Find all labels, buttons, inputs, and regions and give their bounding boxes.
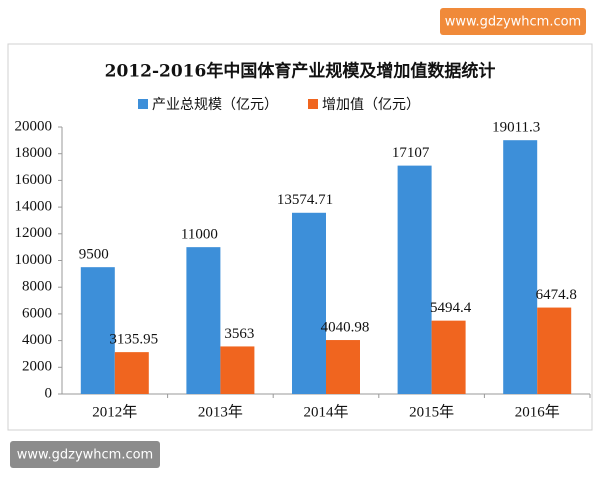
y-tick-label: 12000: [15, 225, 53, 241]
y-tick-label: 20000: [15, 118, 53, 134]
y-tick-label: 2000: [22, 359, 52, 375]
legend-swatch: [138, 99, 148, 109]
bar: [80, 267, 115, 394]
y-tick-label: 16000: [15, 172, 53, 188]
x-tick-label: 2016年: [515, 403, 560, 420]
bar: [292, 212, 326, 394]
y-tick-label: 6000: [22, 305, 52, 321]
legend-label: 产业总规模（亿元）: [152, 97, 278, 113]
bar: [537, 307, 572, 394]
data-label: 4040.98: [321, 319, 370, 335]
x-tick-label: 2013年: [198, 403, 243, 420]
watermark-box: [440, 8, 586, 35]
data-label: 3135.95: [109, 332, 158, 348]
data-label: 17107: [392, 145, 430, 161]
bar: [186, 247, 221, 394]
watermark: www.gdzywhcm.com: [17, 448, 153, 463]
data-label: 9500: [79, 247, 109, 263]
data-label: 11000: [181, 227, 218, 243]
y-tick-label: 18000: [15, 145, 53, 161]
legend-label: 增加值（亿元）: [322, 97, 420, 113]
data-label: 5494.4: [430, 300, 472, 316]
chart-title: 2012-2016年中国体育产业规模及增加值数据统计: [105, 61, 496, 82]
legend-swatch: [308, 99, 318, 109]
data-label: 6474.8: [536, 287, 577, 303]
y-tick-label: 10000: [15, 252, 53, 268]
y-tick-label: 14000: [15, 199, 53, 215]
data-label: 19011.3: [492, 120, 540, 136]
bar: [114, 352, 149, 394]
data-label: 3563: [224, 326, 254, 342]
data-label: 13574.71: [277, 192, 333, 208]
x-tick-label: 2014年: [303, 403, 348, 420]
x-tick-label: 2015年: [409, 403, 454, 420]
y-tick-label: 4000: [22, 332, 52, 348]
bar: [326, 340, 360, 394]
watermark-box: [10, 441, 160, 468]
watermark: www.gdzywhcm.com: [445, 15, 581, 30]
y-tick-label: 0: [45, 385, 53, 401]
y-tick-label: 8000: [22, 279, 52, 295]
bar: [431, 320, 466, 394]
bar: [220, 346, 255, 394]
x-tick-label: 2012年: [92, 403, 137, 420]
bar: [503, 140, 538, 394]
bar: [397, 165, 432, 394]
